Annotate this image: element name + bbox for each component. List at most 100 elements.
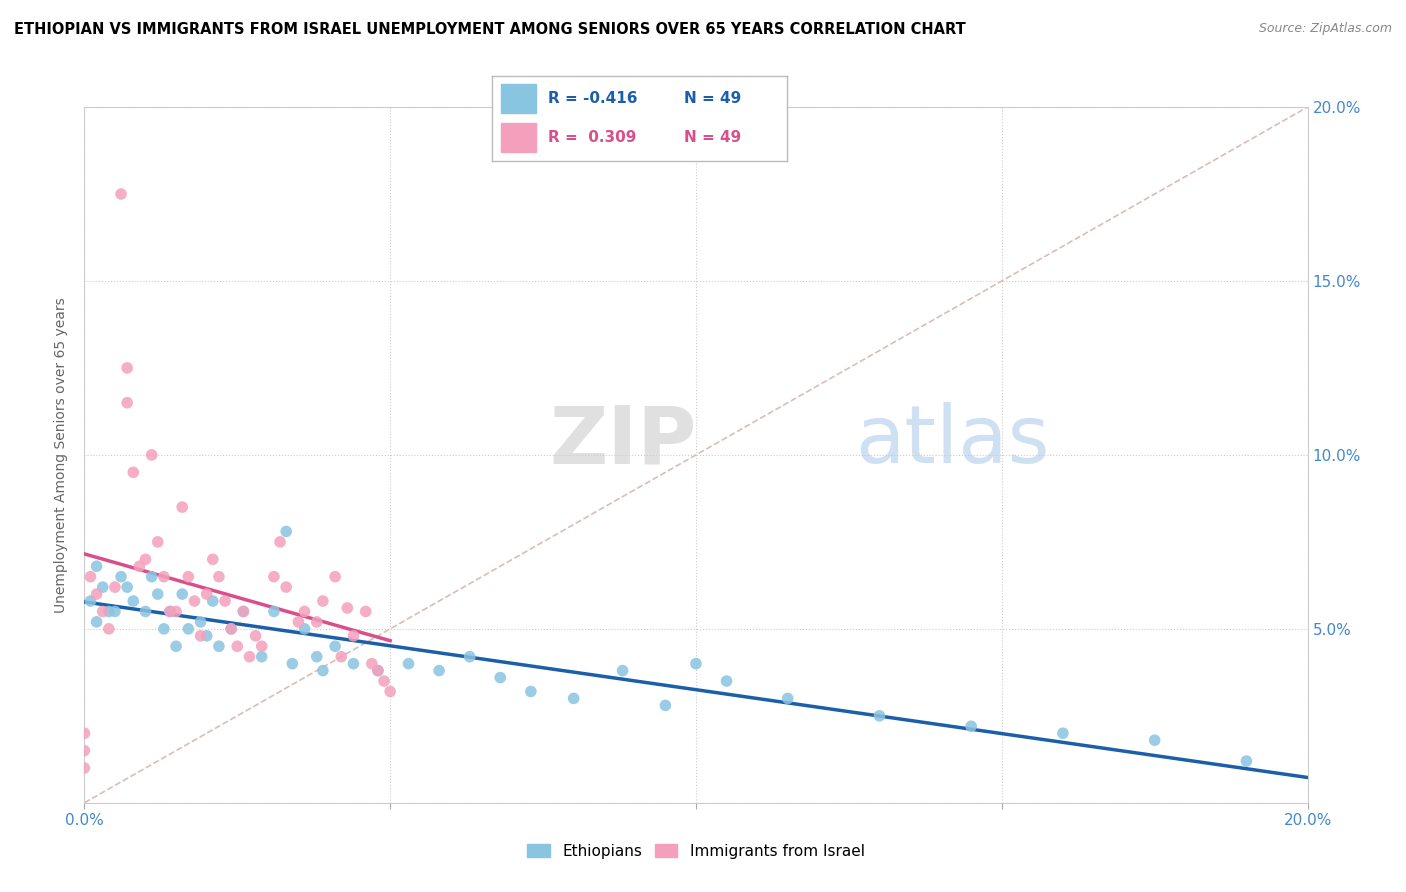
Point	[195, 629, 218, 643]
Bar	[501, 123, 536, 152]
Point	[91, 605, 114, 619]
Point	[232, 605, 254, 619]
Point	[269, 534, 291, 549]
Point	[380, 684, 402, 698]
Point	[716, 674, 738, 689]
Point	[115, 580, 138, 594]
Point	[281, 657, 304, 671]
Point	[342, 629, 364, 643]
Point	[115, 360, 138, 375]
Point	[312, 664, 335, 678]
Point	[427, 664, 450, 678]
Point	[330, 649, 353, 664]
Text: atlas: atlas	[855, 402, 1049, 480]
Point	[869, 708, 891, 723]
Point	[458, 649, 481, 664]
Point	[135, 552, 157, 566]
Point	[276, 524, 298, 539]
Point	[489, 671, 512, 685]
Point	[226, 639, 249, 653]
Point	[104, 580, 127, 594]
Point	[91, 580, 114, 594]
Point	[323, 570, 346, 584]
Point	[79, 570, 101, 584]
Point	[104, 605, 127, 619]
Text: R = -0.416: R = -0.416	[548, 91, 638, 106]
Point	[146, 534, 169, 549]
Point	[115, 396, 138, 410]
Point	[183, 594, 205, 608]
Point	[360, 657, 382, 671]
Point	[159, 605, 181, 619]
Point	[97, 605, 120, 619]
Point	[135, 605, 157, 619]
Point	[342, 657, 364, 671]
Point	[250, 639, 273, 653]
Point	[141, 448, 163, 462]
Point	[177, 570, 200, 584]
Point	[367, 664, 389, 678]
Point	[86, 587, 108, 601]
Point	[1052, 726, 1074, 740]
Y-axis label: Unemployment Among Seniors over 65 years: Unemployment Among Seniors over 65 years	[55, 297, 69, 613]
Text: N = 49: N = 49	[683, 130, 741, 145]
Point	[1143, 733, 1166, 747]
Point	[294, 605, 316, 619]
Point	[110, 187, 132, 202]
Point	[238, 649, 260, 664]
Point	[86, 615, 108, 629]
Legend: Ethiopians, Immigrants from Israel: Ethiopians, Immigrants from Israel	[522, 838, 870, 864]
Point	[165, 605, 187, 619]
Point	[219, 622, 242, 636]
Point	[153, 570, 176, 584]
Point	[153, 622, 176, 636]
Bar	[501, 85, 536, 113]
Point	[73, 726, 96, 740]
Point	[294, 622, 316, 636]
Point	[250, 649, 273, 664]
Point	[776, 691, 799, 706]
Point	[86, 559, 108, 574]
Point	[263, 605, 285, 619]
Point	[79, 594, 101, 608]
Text: ETHIOPIAN VS IMMIGRANTS FROM ISRAEL UNEMPLOYMENT AMONG SENIORS OVER 65 YEARS COR: ETHIOPIAN VS IMMIGRANTS FROM ISRAEL UNEM…	[14, 22, 966, 37]
Point	[208, 570, 231, 584]
Point	[373, 674, 395, 689]
Point	[1236, 754, 1258, 768]
Point	[305, 615, 328, 629]
Point	[172, 587, 194, 601]
Point	[245, 629, 267, 643]
Text: Source: ZipAtlas.com: Source: ZipAtlas.com	[1258, 22, 1392, 36]
Point	[232, 605, 254, 619]
Point	[305, 649, 328, 664]
Point	[219, 622, 242, 636]
Point	[208, 639, 231, 653]
Point	[263, 570, 285, 584]
Point	[159, 605, 181, 619]
Point	[398, 657, 420, 671]
Point	[201, 594, 224, 608]
Point	[354, 605, 377, 619]
Point	[177, 622, 200, 636]
Point	[323, 639, 346, 653]
Point	[73, 744, 96, 758]
Point	[146, 587, 169, 601]
Point	[960, 719, 983, 733]
Point	[122, 594, 145, 608]
Point	[612, 664, 634, 678]
Point	[122, 466, 145, 480]
Point	[276, 580, 298, 594]
Point	[195, 587, 218, 601]
Point	[685, 657, 707, 671]
Point	[201, 552, 224, 566]
Point	[97, 622, 120, 636]
Point	[520, 684, 543, 698]
Point	[110, 570, 132, 584]
Text: R =  0.309: R = 0.309	[548, 130, 637, 145]
Point	[654, 698, 676, 713]
Point	[367, 664, 389, 678]
Point	[562, 691, 585, 706]
Point	[128, 559, 150, 574]
Point	[165, 639, 187, 653]
Point	[73, 761, 96, 775]
